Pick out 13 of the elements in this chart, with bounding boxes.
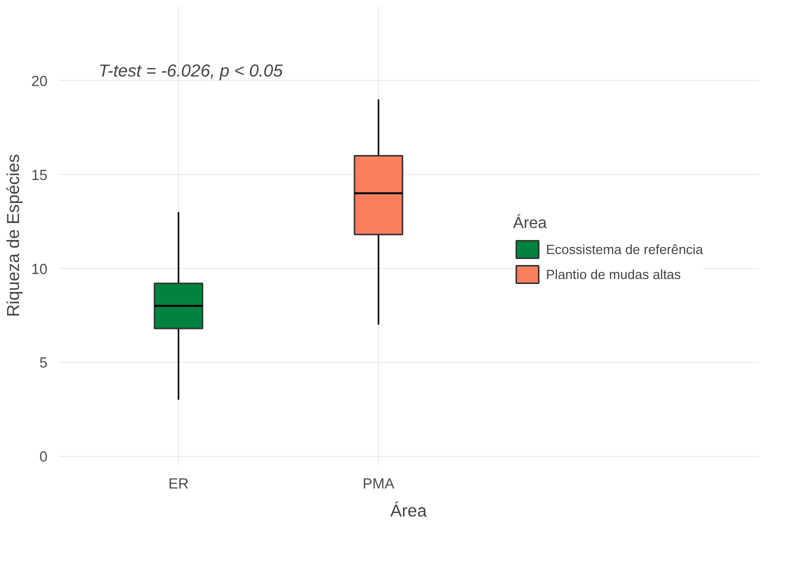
x-tick-label: PMA [362, 476, 395, 492]
y-tick-label: 5 [39, 356, 48, 372]
y-tick-label: 0 [39, 450, 48, 466]
x-axis-title: Área [390, 500, 428, 520]
legend-title: Área [513, 215, 548, 233]
annotation: T-test = -6.026, p < 0.05 [98, 60, 284, 81]
y-tick-label: 10 [31, 262, 48, 278]
legend-label: Ecossistema de referência [546, 242, 704, 256]
y-axis-title: Riqueza de Espécies [3, 154, 24, 317]
y-tick-label: 20 [31, 74, 48, 90]
y-tick-label: 15 [31, 168, 48, 184]
legend-label: Plantio de mudas altas [546, 266, 681, 282]
x-tick-label: ER [168, 476, 189, 492]
